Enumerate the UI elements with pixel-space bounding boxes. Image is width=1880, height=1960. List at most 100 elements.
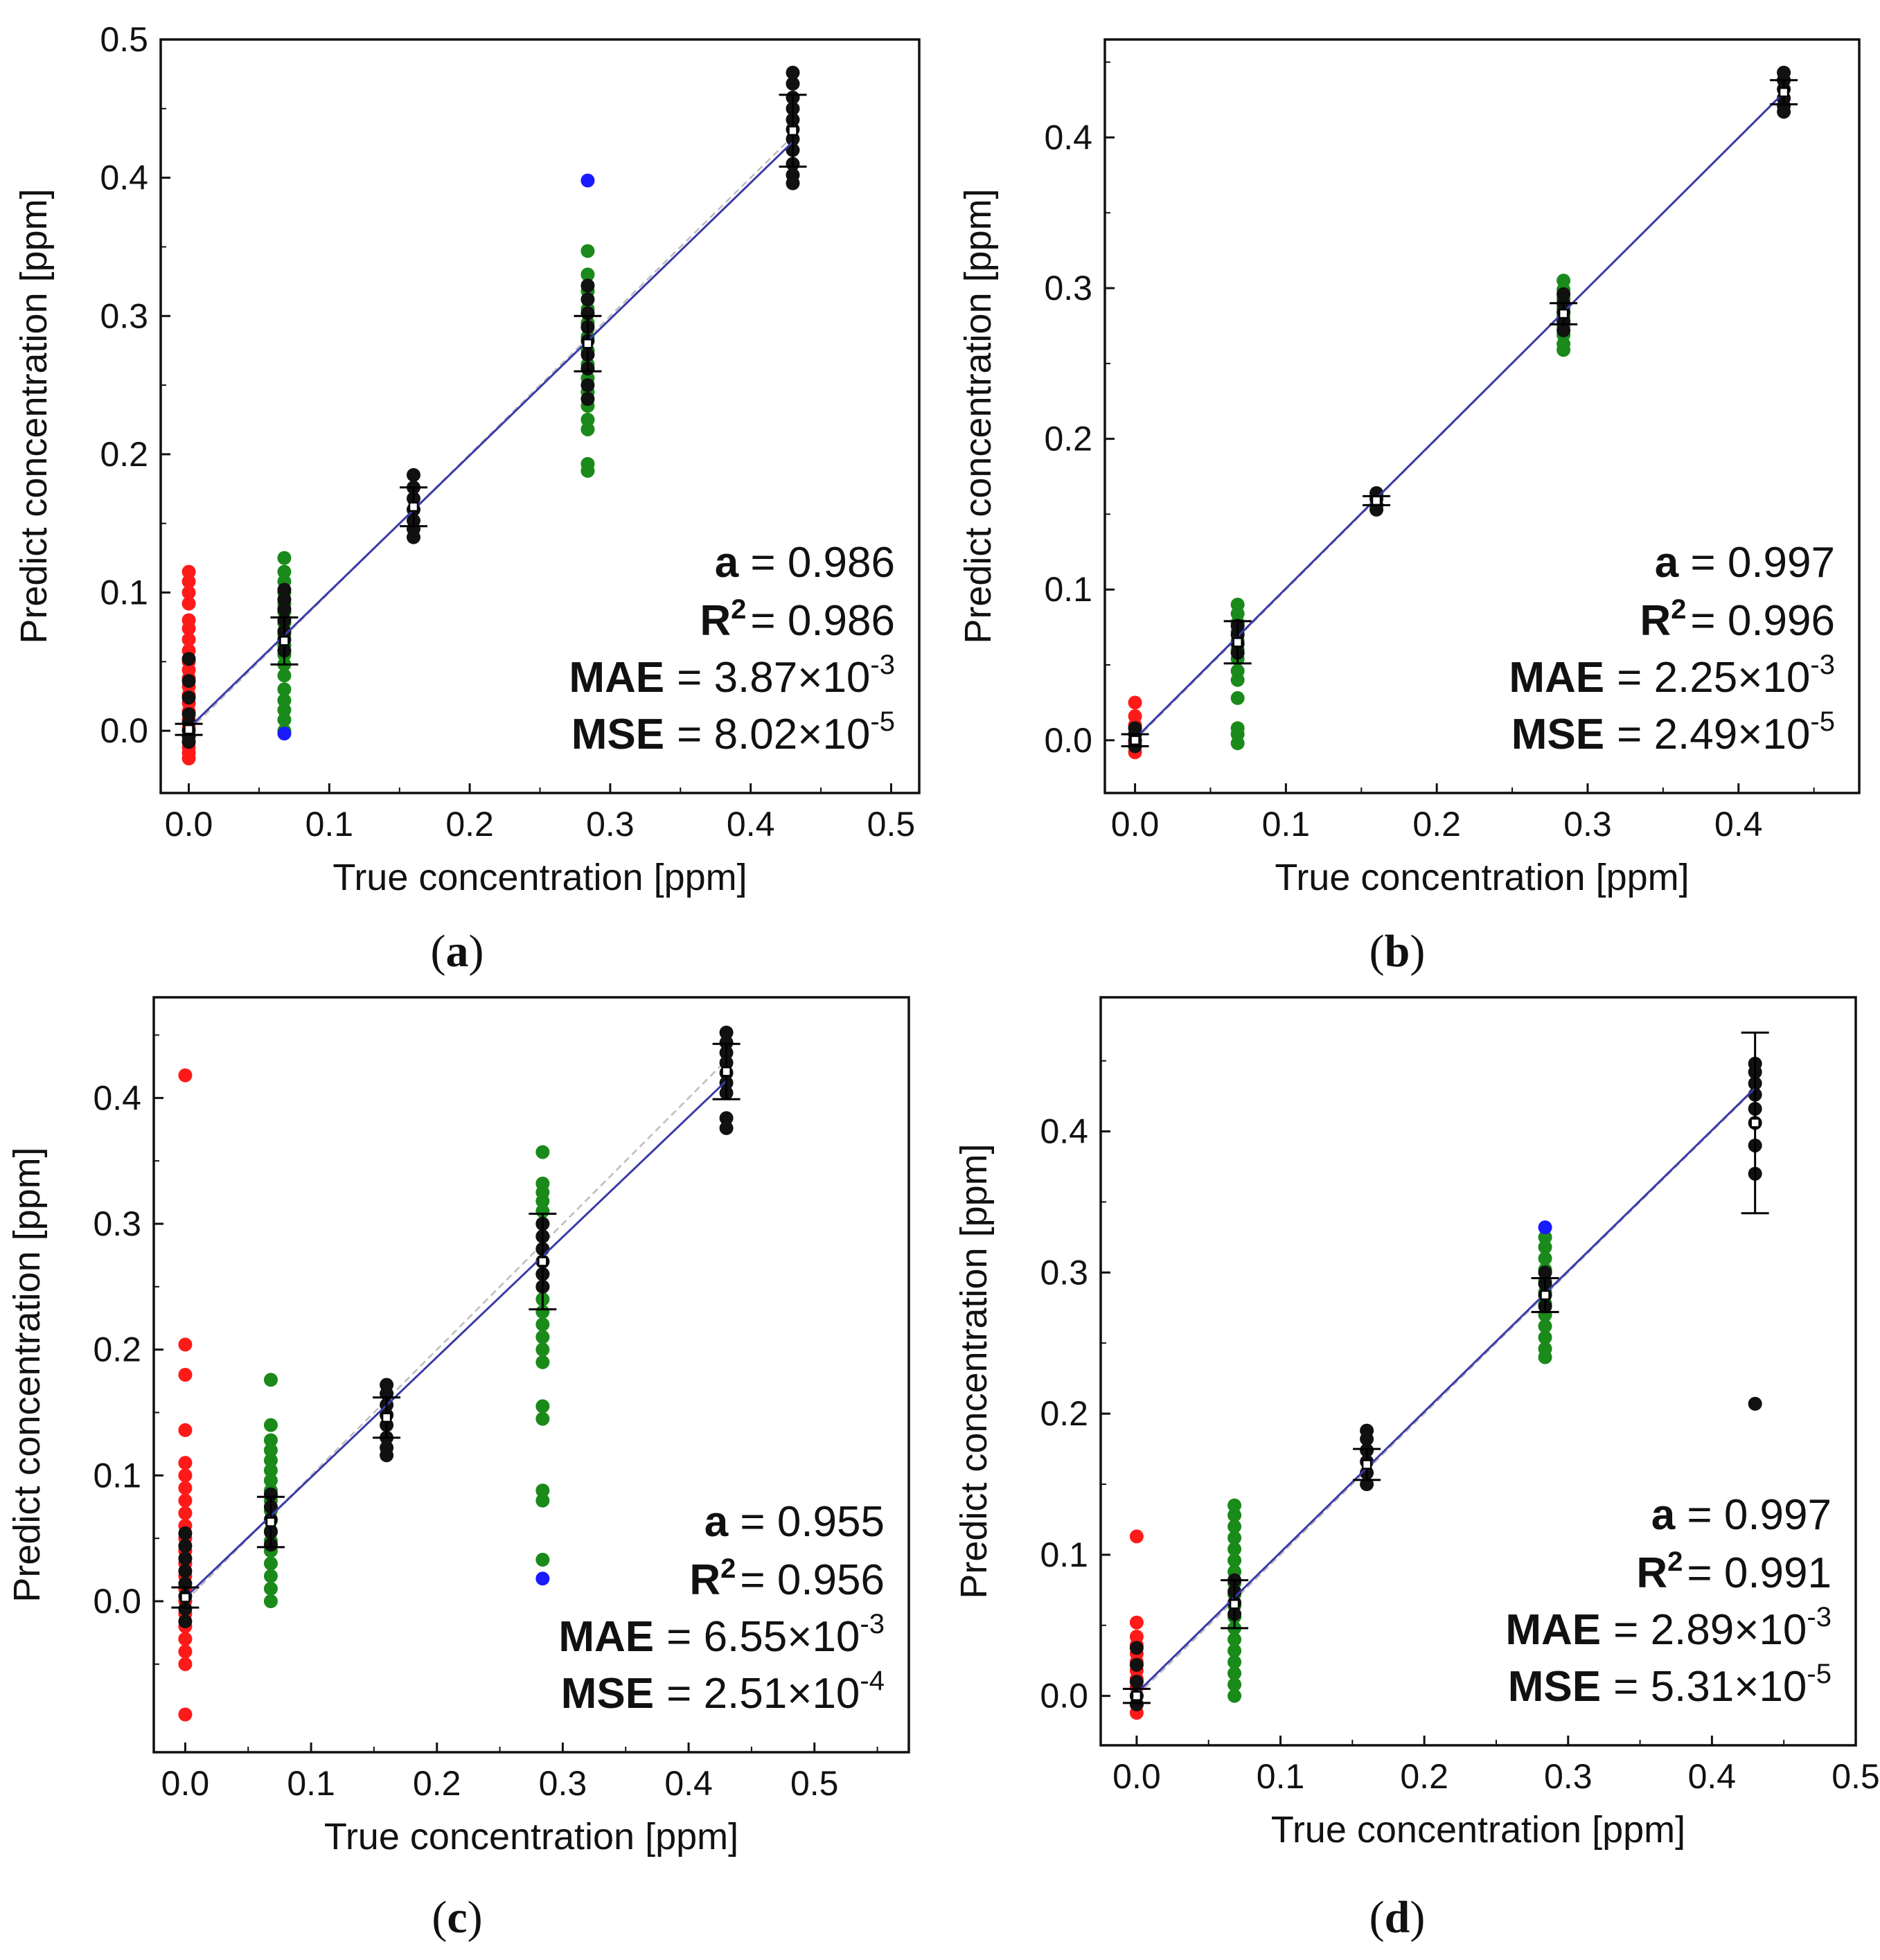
y-tick-label: 0.1 bbox=[93, 1456, 141, 1495]
mid-outlier-point bbox=[1230, 672, 1245, 687]
low-outlier-point bbox=[1129, 1615, 1144, 1630]
y-tick-label: 0.3 bbox=[93, 1204, 141, 1243]
y-tick-label: 0.1 bbox=[1044, 570, 1092, 609]
plot-area bbox=[171, 1025, 741, 1722]
low-outlier-point bbox=[181, 574, 196, 589]
x-tick-label: 0.1 bbox=[1262, 805, 1311, 844]
stat-r2: R2= 0.996 bbox=[1640, 594, 1835, 645]
core-point bbox=[181, 652, 196, 666]
y-tick-label: 0.3 bbox=[1040, 1253, 1088, 1292]
y-tick-label: 0.2 bbox=[1040, 1394, 1088, 1433]
core-point bbox=[786, 65, 800, 80]
mid-outlier-point bbox=[263, 1433, 278, 1447]
y-tick-label: 0.4 bbox=[1040, 1112, 1088, 1151]
core-point bbox=[719, 1025, 734, 1040]
low-outlier-point bbox=[178, 1506, 193, 1520]
mean-marker bbox=[408, 501, 419, 513]
mean-marker bbox=[1130, 735, 1140, 746]
x-tick-label: 0.1 bbox=[287, 1764, 335, 1803]
mid-outlier-point bbox=[1227, 1632, 1242, 1647]
low-outlier-point bbox=[181, 596, 196, 611]
core-point bbox=[181, 691, 196, 705]
low-outlier-point bbox=[178, 1337, 193, 1352]
stat-r2: R2= 0.986 bbox=[700, 594, 895, 645]
x-tick-label: 0.0 bbox=[165, 805, 213, 844]
mean-marker bbox=[1558, 308, 1569, 319]
core-point bbox=[580, 278, 595, 293]
low-outlier-point bbox=[178, 1493, 193, 1508]
mid-outlier-point bbox=[1230, 691, 1245, 705]
mean-marker bbox=[279, 636, 290, 646]
stat-mse: MSE = 8.02×10-5 bbox=[571, 706, 895, 758]
panel-caption: (c) bbox=[432, 1892, 482, 1943]
y-tick-label: 0.2 bbox=[1044, 420, 1092, 458]
y-tick-label: 0.4 bbox=[1044, 118, 1092, 157]
core-point bbox=[1360, 1432, 1374, 1446]
extreme-point bbox=[277, 727, 292, 741]
low-outlier-point bbox=[178, 1481, 193, 1495]
core-point bbox=[178, 1564, 193, 1578]
mid-outlier-point bbox=[263, 1443, 278, 1457]
fit-line bbox=[184, 1080, 727, 1598]
mid-outlier-point bbox=[580, 267, 595, 282]
mid-outlier-point bbox=[263, 1418, 278, 1432]
x-axis-label: True concentration [ppm] bbox=[1271, 1809, 1685, 1851]
mid-outlier-point bbox=[580, 463, 595, 478]
mid-outlier-point bbox=[263, 1581, 278, 1596]
mid-outlier-point bbox=[277, 693, 292, 708]
y-tick-label: 0.2 bbox=[100, 435, 148, 474]
low-outlier-point bbox=[178, 1068, 193, 1083]
core-point bbox=[277, 592, 292, 607]
mid-outlier-point bbox=[1227, 1553, 1242, 1568]
mid-outlier-point bbox=[277, 551, 292, 565]
core-point bbox=[178, 1601, 193, 1616]
mid-outlier-point bbox=[263, 1373, 278, 1387]
core-point bbox=[181, 674, 196, 688]
core-point bbox=[1129, 1641, 1144, 1655]
core-point bbox=[277, 602, 292, 616]
mid-outlier-point bbox=[1538, 1350, 1552, 1364]
mid-outlier-point bbox=[535, 1330, 550, 1344]
low-outlier-point bbox=[178, 1644, 193, 1659]
chart-panel-a: 0.0 0.1 0.2 0.3 0.4 0.5 0.0 0.1 0.2 0.3 0.4 0.5 True… bbox=[13, 20, 921, 977]
y-axis-label: Predict concentration [ppm] bbox=[957, 188, 999, 643]
extreme-point bbox=[580, 173, 595, 188]
core-point bbox=[178, 1551, 193, 1566]
panel-caption: (d) bbox=[1369, 1892, 1426, 1943]
mid-outlier-point bbox=[1227, 1531, 1242, 1545]
core-point bbox=[380, 1448, 394, 1463]
core-point bbox=[1129, 1675, 1144, 1689]
core-point bbox=[178, 1539, 193, 1553]
low-outlier-point bbox=[178, 1707, 193, 1722]
mid-outlier-point bbox=[1227, 1655, 1242, 1669]
y-axis-label: Predict concentration [ppm] bbox=[13, 188, 55, 643]
stat-slope: a = 0.986 bbox=[715, 539, 895, 587]
x-tick-label: 0.4 bbox=[1714, 805, 1763, 844]
mid-outlier-point bbox=[1227, 1677, 1242, 1692]
chart-panel-c: 0.0 0.1 0.2 0.3 0.4 0.5 0.0 0.1 0.2 0.3 0.4 True co… bbox=[6, 996, 910, 1943]
y-tick-label: 0.2 bbox=[93, 1330, 141, 1369]
core-point bbox=[580, 392, 595, 407]
x-tick-label: 0.0 bbox=[1112, 1757, 1161, 1796]
plot-area bbox=[175, 65, 807, 766]
mid-outlier-point bbox=[263, 1556, 278, 1571]
fit-line bbox=[1135, 1087, 1756, 1694]
mid-outlier-point bbox=[535, 1194, 550, 1209]
y-axis-label: Predict concentration [ppm] bbox=[6, 1147, 48, 1602]
mid-outlier-point bbox=[535, 1342, 550, 1357]
mid-outlier-point bbox=[1227, 1666, 1242, 1681]
mean-marker bbox=[381, 1412, 392, 1423]
mid-outlier-point bbox=[580, 244, 595, 258]
core-point bbox=[719, 1121, 734, 1135]
stat-mse: MSE = 2.49×10-5 bbox=[1511, 706, 1835, 758]
stat-mse: MSE = 5.31×10-5 bbox=[1508, 1659, 1832, 1711]
low-outlier-point bbox=[181, 621, 196, 636]
core-point bbox=[1777, 105, 1791, 119]
low-outlier-point bbox=[1129, 1529, 1144, 1544]
mean-marker bbox=[721, 1066, 731, 1077]
y-tick-label: 0.3 bbox=[100, 296, 148, 335]
mid-outlier-point bbox=[535, 1317, 550, 1332]
